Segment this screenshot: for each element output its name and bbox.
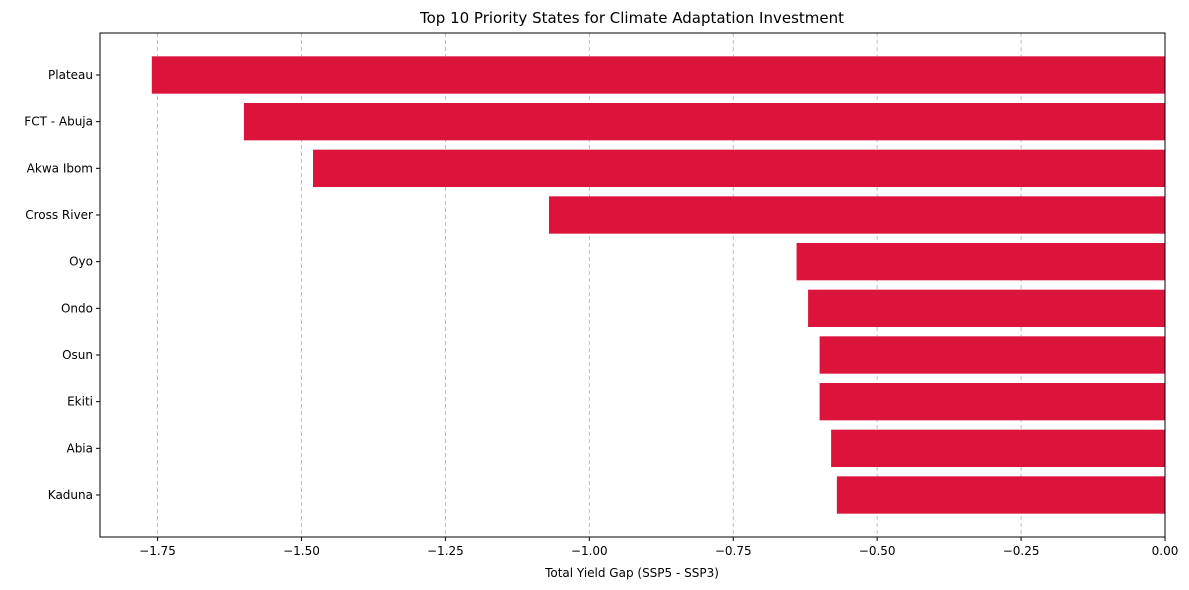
- bar-ekiti: [819, 383, 1165, 421]
- y-tick-label: FCT - Abuja: [24, 115, 93, 129]
- bar-plateau: [151, 56, 1166, 94]
- x-tick-label: −1.00: [571, 544, 608, 558]
- bar-akwa-ibom: [313, 149, 1165, 187]
- y-tick-label: Plateau: [48, 68, 93, 82]
- y-tick-labels: Plateau FCT - Abuja Akwa Ibom Cross River Oy…: [24, 68, 100, 502]
- x-tick-label: −0.50: [859, 544, 896, 558]
- x-tick-label: −0.75: [715, 544, 752, 558]
- bar-kaduna: [836, 476, 1165, 514]
- bar-cross-river: [549, 196, 1165, 234]
- x-tick-label: −1.50: [283, 544, 320, 558]
- y-tick-label: Akwa Ibom: [27, 161, 93, 175]
- x-tick-label: −1.25: [427, 544, 464, 558]
- bar-oyo: [796, 243, 1165, 281]
- y-tick-label: Ondo: [61, 301, 93, 315]
- plot-frame: [99, 32, 1166, 538]
- x-tick-label: 0.00: [1152, 544, 1179, 558]
- y-tick-label: Ekiti: [67, 395, 93, 409]
- x-tick-label: −0.25: [1003, 544, 1040, 558]
- x-tick-labels: −1.75 −1.50 −1.25 −1.00 −0.75 −0.50 −0.25 0.00: [139, 537, 1178, 558]
- y-tick-label: Osun: [62, 348, 93, 362]
- y-tick-label: Oyo: [69, 255, 93, 269]
- bar-ondo: [808, 289, 1165, 327]
- chart-title: Top 10 Priority States for Climate Adapt…: [419, 9, 844, 27]
- x-axis-label: Total Yield Gap (SSP5 - SSP3): [544, 566, 719, 580]
- bars: [151, 56, 1166, 514]
- bar-osun: [819, 336, 1165, 374]
- x-tick-label: −1.75: [139, 544, 176, 558]
- bar-fct-abuja: [243, 103, 1165, 141]
- bar-abia: [831, 429, 1165, 467]
- y-tick-label: Abia: [66, 441, 93, 455]
- y-tick-label: Cross River: [25, 208, 93, 222]
- y-tick-label: Kaduna: [48, 488, 93, 502]
